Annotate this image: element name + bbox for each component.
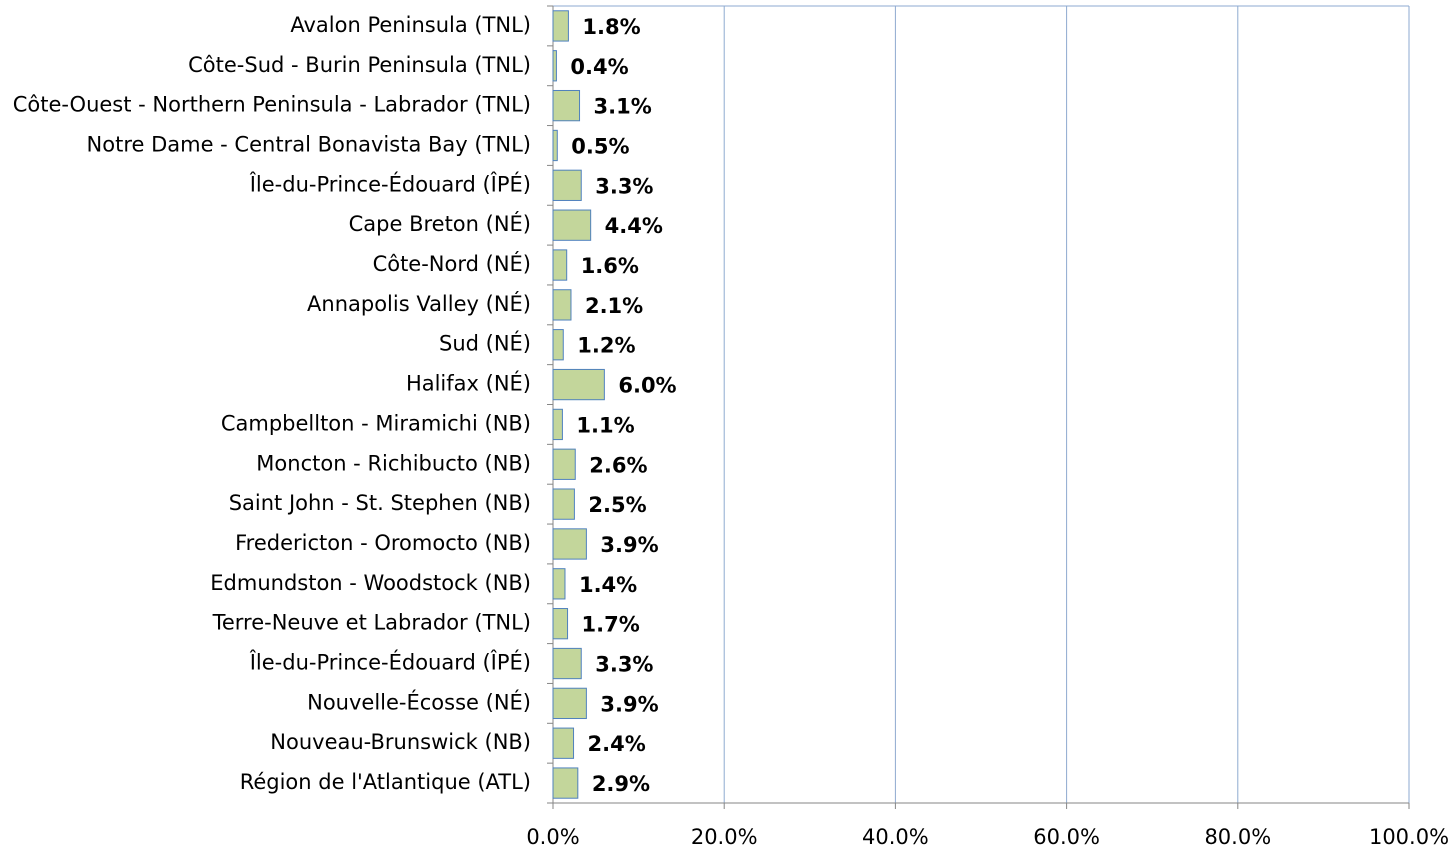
bar bbox=[552, 687, 587, 720]
value-label: 4.4% bbox=[605, 214, 663, 238]
bar bbox=[552, 488, 575, 520]
bar bbox=[552, 528, 587, 560]
bar bbox=[552, 10, 569, 42]
x-tick-label: 80.0% bbox=[1204, 825, 1271, 849]
bar bbox=[552, 767, 579, 799]
bar bbox=[552, 647, 582, 680]
value-label: 2.1% bbox=[585, 294, 643, 318]
y-tick-label: Nouveau-Brunswick (NB) bbox=[270, 730, 531, 754]
y-tick-label: Edmundston - Woodstock (NB) bbox=[210, 571, 531, 595]
bar bbox=[552, 368, 605, 401]
value-label: 3.9% bbox=[600, 533, 658, 557]
value-label: 6.0% bbox=[618, 374, 676, 398]
bar bbox=[552, 50, 557, 82]
value-label: 3.9% bbox=[600, 692, 658, 716]
bar bbox=[552, 209, 592, 241]
value-label: 3.3% bbox=[595, 174, 653, 198]
y-tick-label: Sud (NÉ) bbox=[439, 331, 531, 356]
value-label: 1.8% bbox=[582, 15, 640, 39]
bar bbox=[552, 129, 558, 162]
value-label: 2.9% bbox=[592, 772, 650, 796]
y-tick-label: Cape Breton (NÉ) bbox=[349, 211, 531, 236]
value-label: 1.6% bbox=[581, 254, 639, 278]
bar bbox=[552, 408, 563, 441]
bar bbox=[552, 89, 581, 122]
bar bbox=[552, 448, 576, 480]
y-tick-label: Fredericton - Oromocto (NB) bbox=[235, 531, 531, 555]
y-tick-label: Campbellton - Miramichi (NB) bbox=[221, 411, 531, 435]
value-label: 1.4% bbox=[579, 573, 637, 597]
value-label: 1.1% bbox=[576, 413, 634, 437]
value-label: 1.7% bbox=[582, 613, 640, 637]
y-tick-label: Côte-Nord (NÉ) bbox=[373, 251, 531, 276]
bar bbox=[552, 608, 569, 640]
y-tick-label: Notre Dame - Central Bonavista Bay (TNL) bbox=[87, 132, 531, 156]
y-tick-label: Avalon Peninsula (TNL) bbox=[290, 13, 531, 37]
x-tick-label: 40.0% bbox=[862, 825, 929, 849]
y-tick-label: Côte-Sud - Burin Peninsula (TNL) bbox=[188, 53, 531, 77]
x-tick-label: 0.0% bbox=[526, 825, 579, 849]
value-label: 1.2% bbox=[577, 334, 635, 358]
y-tick-label: Annapolis Valley (NÉ) bbox=[307, 291, 531, 316]
bar bbox=[552, 727, 575, 759]
y-tick-label: Terre-Neuve et Labrador (TNL) bbox=[212, 611, 531, 635]
value-label: 3.3% bbox=[595, 653, 653, 677]
value-label: 3.1% bbox=[594, 95, 652, 119]
y-tick-label: Nouvelle-Écosse (NÉ) bbox=[307, 689, 531, 714]
value-label: 0.5% bbox=[571, 134, 629, 158]
bar bbox=[552, 289, 572, 321]
y-tick-label: Côte-Ouest - Northern Peninsula - Labrad… bbox=[13, 93, 531, 117]
y-tick-label: Île-du-Prince-Édouard (ÎPÉ) bbox=[249, 171, 531, 196]
y-tick-label: Île-du-Prince-Édouard (ÎPÉ) bbox=[249, 650, 531, 675]
y-tick-label: Saint John - St. Stephen (NB) bbox=[229, 491, 531, 515]
bar bbox=[552, 329, 564, 361]
value-label: 2.6% bbox=[589, 453, 647, 477]
value-label: 0.4% bbox=[570, 55, 628, 79]
value-label: 2.4% bbox=[588, 732, 646, 756]
y-tick-label: Région de l'Atlantique (ATL) bbox=[240, 770, 531, 794]
x-tick-label: 60.0% bbox=[1033, 825, 1100, 849]
y-tick-label: Halifax (NÉ) bbox=[406, 371, 531, 396]
x-tick-label: 20.0% bbox=[691, 825, 758, 849]
y-tick-label: Moncton - Richibucto (NB) bbox=[256, 451, 531, 475]
bar bbox=[552, 249, 568, 281]
bar bbox=[552, 568, 566, 600]
x-tick-label: 100.0% bbox=[1369, 825, 1449, 849]
bar bbox=[552, 169, 582, 201]
value-label: 2.5% bbox=[588, 493, 646, 517]
